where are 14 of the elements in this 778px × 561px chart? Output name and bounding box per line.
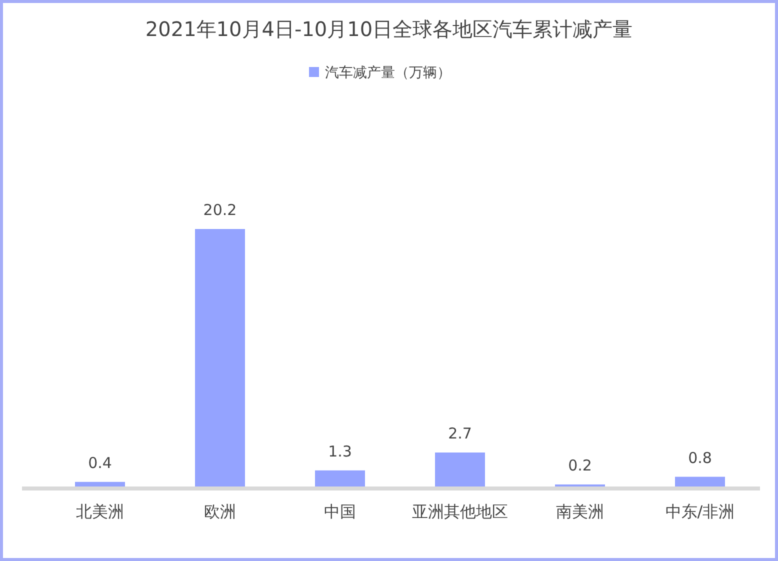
data-label: 0.4 <box>88 454 112 472</box>
x-tick-label: 欧洲 <box>204 502 236 521</box>
data-label: 0.2 <box>568 456 592 474</box>
legend-label: 汽车减产量（万辆） <box>325 65 451 81</box>
data-label: 20.2 <box>203 201 237 219</box>
x-tick-label: 南美洲 <box>556 502 604 521</box>
x-tick-label: 中国 <box>324 502 356 521</box>
x-tick-label: 亚洲其他地区 <box>412 502 508 521</box>
data-label: 1.3 <box>328 442 352 460</box>
x-tick-label: 北美洲 <box>76 502 124 521</box>
x-tick-label: 中东/非洲 <box>665 502 735 521</box>
data-label: 0.8 <box>688 448 712 467</box>
data-label: 2.7 <box>448 424 472 443</box>
title: 2021年10月4日-10月10日全球各地区汽车累计减产量 <box>145 17 633 41</box>
